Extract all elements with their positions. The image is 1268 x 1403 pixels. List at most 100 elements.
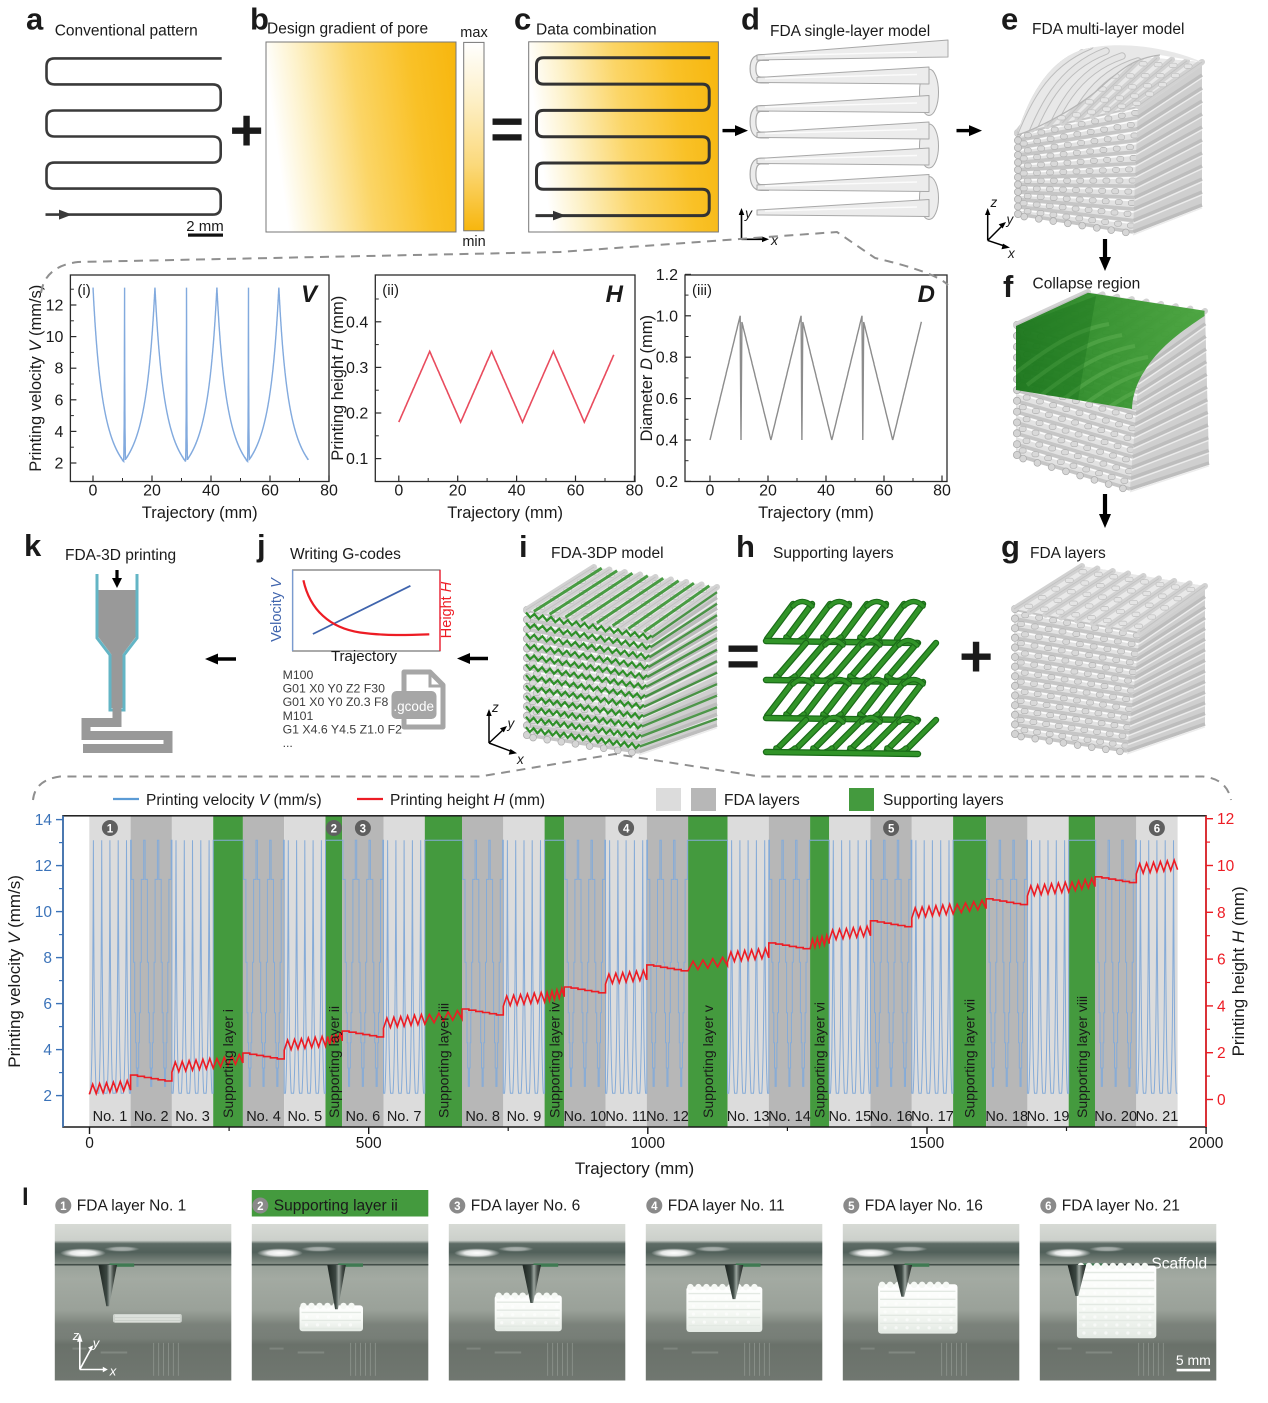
- svg-text:2 mm: 2 mm: [186, 218, 224, 235]
- svg-text:0.4: 0.4: [346, 314, 368, 331]
- svg-text:FDA layer No. 1: FDA layer No. 1: [77, 1198, 186, 1215]
- svg-text:80: 80: [320, 483, 338, 500]
- svg-text:6: 6: [1045, 1201, 1051, 1213]
- svg-text:G01 X0 Y0 Z0.3 F8: G01 X0 Y0 Z0.3 F8: [283, 695, 389, 709]
- svg-text:20: 20: [449, 483, 467, 500]
- svg-text:z: z: [990, 195, 998, 210]
- svg-text:No. 12: No. 12: [646, 1109, 689, 1125]
- svg-text:40: 40: [817, 483, 835, 500]
- svg-text:80: 80: [626, 483, 644, 500]
- svg-text:60: 60: [875, 483, 893, 500]
- svg-text:Design gradient of pore: Design gradient of pore: [267, 21, 428, 38]
- svg-text:min: min: [462, 234, 485, 250]
- svg-text:0.2: 0.2: [656, 474, 678, 491]
- svg-text:3: 3: [454, 1201, 460, 1213]
- svg-text:0: 0: [89, 483, 98, 500]
- svg-text:Trajectory (mm): Trajectory (mm): [447, 504, 563, 522]
- svg-text:FDA single-layer model: FDA single-layer model: [770, 23, 930, 40]
- svg-text:40: 40: [508, 483, 526, 500]
- svg-text:2: 2: [54, 456, 63, 473]
- svg-text:y: y: [1006, 212, 1015, 227]
- svg-text:1.0: 1.0: [656, 308, 678, 325]
- svg-text:FDA-3D printing: FDA-3D printing: [65, 547, 176, 564]
- svg-text:No. 15: No. 15: [828, 1109, 871, 1125]
- svg-text:G1 X4.6 Y4.5 Z1.0 F2: G1 X4.6 Y4.5 Z1.0 F2: [283, 722, 403, 736]
- svg-text:1: 1: [107, 823, 114, 835]
- svg-text:6: 6: [54, 392, 63, 409]
- svg-text:500: 500: [356, 1135, 382, 1152]
- svg-text:5: 5: [888, 823, 895, 835]
- svg-text:x: x: [770, 232, 779, 248]
- svg-text:3: 3: [360, 823, 366, 835]
- svg-text:V: V: [301, 281, 319, 308]
- svg-text:Supporting layer ii: Supporting layer ii: [326, 1006, 342, 1118]
- svg-text:Supporting layer iv: Supporting layer iv: [546, 1002, 562, 1118]
- svg-text:1000: 1000: [631, 1135, 666, 1152]
- svg-text:Printing height H (mm): Printing height H (mm): [1229, 886, 1248, 1056]
- svg-text:No. 1: No. 1: [93, 1109, 128, 1125]
- svg-text:y: y: [92, 1336, 101, 1351]
- svg-text:4: 4: [651, 1201, 658, 1213]
- svg-text:Trajectory: Trajectory: [331, 648, 398, 665]
- svg-text:8: 8: [43, 950, 52, 967]
- svg-text:No. 18: No. 18: [985, 1109, 1028, 1125]
- svg-text:a: a: [26, 2, 44, 37]
- svg-text:10: 10: [46, 329, 64, 346]
- svg-text:20: 20: [759, 483, 777, 500]
- svg-text:Supporting layer v: Supporting layer v: [700, 1005, 716, 1118]
- svg-text:No. 16: No. 16: [870, 1109, 913, 1125]
- svg-text:14: 14: [35, 812, 53, 829]
- svg-text:Supporting layer ii: Supporting layer ii: [274, 1198, 398, 1215]
- svg-text:2000: 2000: [1189, 1135, 1224, 1152]
- svg-text:k: k: [24, 528, 42, 563]
- svg-text:20: 20: [143, 483, 161, 500]
- svg-text:M100: M100: [283, 668, 314, 682]
- svg-text:40: 40: [202, 483, 220, 500]
- svg-text:f: f: [1003, 269, 1014, 304]
- svg-text:0: 0: [394, 483, 403, 500]
- svg-text:Printing velocity V (mm/s): Printing velocity V (mm/s): [5, 875, 24, 1068]
- svg-text:80: 80: [933, 483, 951, 500]
- svg-text:No. 21: No. 21: [1136, 1109, 1179, 1125]
- svg-text:Supporting layers: Supporting layers: [773, 545, 894, 562]
- svg-text:Supporting layer vi: Supporting layer vi: [812, 1002, 828, 1118]
- svg-text:60: 60: [567, 483, 585, 500]
- svg-text:4: 4: [623, 823, 630, 835]
- svg-text:0.8: 0.8: [656, 350, 678, 367]
- svg-text:Supporting layer vii: Supporting layer vii: [962, 999, 978, 1118]
- svg-text:12: 12: [35, 858, 52, 875]
- svg-text:max: max: [460, 25, 488, 41]
- svg-text:=: =: [490, 97, 524, 162]
- svg-text:H: H: [606, 281, 624, 308]
- svg-text:(i): (i): [77, 282, 90, 299]
- svg-text:y: y: [507, 716, 516, 731]
- svg-text:0: 0: [85, 1135, 94, 1152]
- svg-text:Conventional pattern: Conventional pattern: [55, 23, 198, 40]
- svg-text:2: 2: [331, 823, 337, 835]
- svg-text:No. 4: No. 4: [246, 1109, 281, 1125]
- svg-text:0: 0: [1217, 1092, 1226, 1109]
- svg-text:No. 13: No. 13: [727, 1109, 770, 1125]
- svg-text:1: 1: [60, 1201, 67, 1213]
- svg-text:No. 8: No. 8: [465, 1109, 500, 1125]
- svg-text:No. 5: No. 5: [288, 1109, 323, 1125]
- svg-text:No. 9: No. 9: [507, 1109, 542, 1125]
- svg-text:FDA layer No. 16: FDA layer No. 16: [865, 1198, 983, 1215]
- svg-text:12: 12: [46, 298, 64, 315]
- svg-text:.gcode: .gcode: [393, 699, 434, 714]
- svg-text:No. 11: No. 11: [605, 1109, 647, 1125]
- svg-text:h: h: [736, 529, 755, 564]
- svg-text:D: D: [918, 281, 935, 308]
- svg-text:No. 17: No. 17: [911, 1109, 954, 1125]
- svg-text:6: 6: [43, 996, 52, 1013]
- svg-text:(iii): (iii): [692, 282, 712, 299]
- svg-text:=: =: [726, 624, 760, 689]
- svg-text:4: 4: [1217, 998, 1226, 1015]
- svg-text:5: 5: [848, 1201, 855, 1213]
- svg-text:1500: 1500: [910, 1135, 945, 1152]
- svg-text:Printing height H (mm): Printing height H (mm): [390, 792, 545, 809]
- svg-text:c: c: [514, 2, 531, 37]
- svg-text:1.2: 1.2: [656, 267, 678, 284]
- svg-text:0.6: 0.6: [656, 391, 678, 408]
- svg-text:Trajectory (mm): Trajectory (mm): [758, 504, 874, 522]
